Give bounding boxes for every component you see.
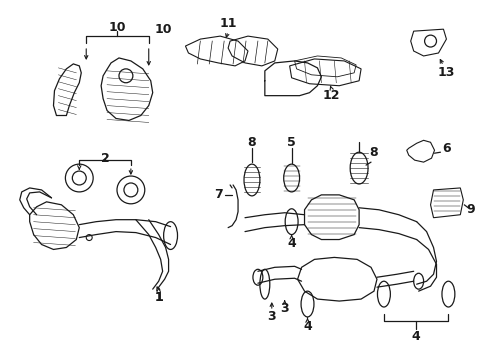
Text: 10: 10 [155, 23, 172, 36]
Text: 13: 13 [437, 66, 454, 79]
Text: 4: 4 [410, 330, 419, 343]
Text: 5: 5 [286, 136, 295, 149]
Text: 7: 7 [213, 188, 222, 201]
Text: 8: 8 [247, 136, 256, 149]
Text: 8: 8 [369, 146, 378, 159]
Text: 3: 3 [267, 310, 276, 323]
Text: 12: 12 [322, 89, 339, 102]
Text: 1: 1 [154, 291, 163, 303]
Text: 11: 11 [219, 17, 236, 30]
Text: 10: 10 [108, 21, 125, 34]
Text: 4: 4 [286, 237, 295, 250]
Text: 3: 3 [280, 302, 288, 315]
Text: 2: 2 [101, 152, 109, 165]
Text: 1: 1 [154, 291, 163, 303]
Text: 6: 6 [441, 142, 450, 155]
Text: 4: 4 [303, 320, 311, 333]
Text: 9: 9 [465, 203, 473, 216]
